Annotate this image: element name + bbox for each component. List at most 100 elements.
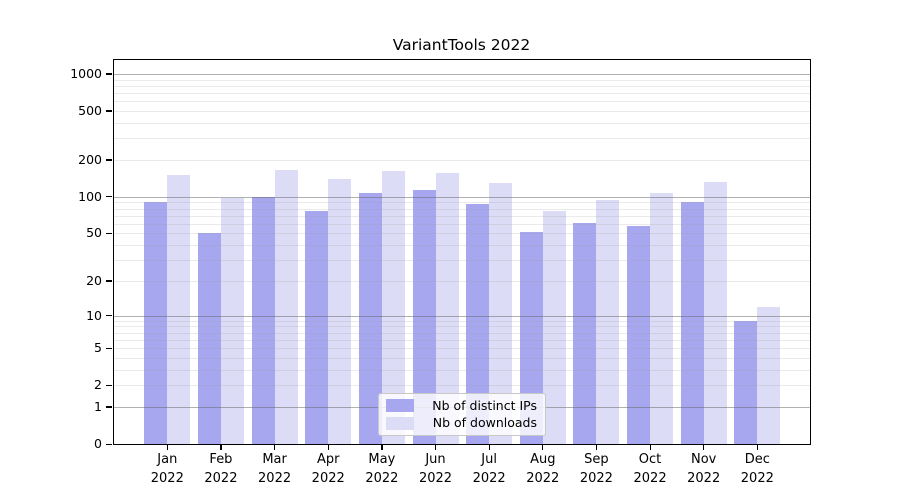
- y-tick-label: 50: [86, 225, 102, 241]
- y-gridline-minor: [114, 385, 810, 387]
- y-gridline-major: [114, 196, 810, 198]
- bar-distinct-ips: [466, 203, 490, 444]
- x-tick-label: Aug 2022: [526, 452, 560, 486]
- y-tick-label: 5: [94, 340, 102, 355]
- y-tick: [106, 232, 112, 235]
- x-tick-label: Jul 2022: [472, 452, 506, 486]
- bar-downloads: [650, 193, 674, 444]
- y-tick-label: 0: [94, 436, 102, 451]
- x-tick-label: Dec 2022: [740, 452, 774, 486]
- x-tick-label: Jan 2022: [150, 452, 184, 486]
- y-gridline-minor: [114, 260, 810, 262]
- bar-distinct-ips: [412, 190, 436, 444]
- x-tick: [542, 445, 544, 450]
- y-tick-label: 10: [86, 307, 102, 323]
- y-gridline-minor: [114, 223, 810, 225]
- bar-distinct-ips: [197, 233, 221, 444]
- legend-swatch-distinct-ips: [386, 399, 414, 413]
- y-gridline-minor: [114, 138, 810, 140]
- bar-downloads: [328, 179, 352, 444]
- chart-title: VariantTools 2022: [392, 36, 531, 54]
- y-gridline-minor: [114, 348, 810, 349]
- bar-downloads: [274, 170, 298, 444]
- y-gridline-minor: [114, 159, 810, 161]
- y-gridline-minor: [114, 332, 810, 334]
- y-gridline-minor: [114, 92, 810, 94]
- legend: Nb of distinct IPs Nb of downloads: [378, 393, 546, 436]
- y-gridline-minor: [114, 339, 810, 341]
- x-tick-label: Nov 2022: [687, 452, 721, 486]
- bar-distinct-ips: [358, 193, 382, 444]
- bar-downloads: [381, 171, 405, 444]
- x-tick: [756, 445, 759, 450]
- y-tick-label: 1: [94, 398, 102, 414]
- bar-distinct-ips: [144, 202, 168, 444]
- x-tick: [435, 445, 437, 450]
- y-tick-label: 1000: [70, 65, 102, 81]
- y-gridline-minor: [114, 79, 810, 81]
- x-tick: [274, 445, 276, 450]
- bar-distinct-ips: [519, 232, 543, 444]
- x-tick-label: Mar 2022: [258, 452, 292, 486]
- bar-distinct-ips: [573, 222, 597, 444]
- x-tick: [488, 445, 490, 450]
- x-tick: [703, 445, 705, 450]
- bar-downloads: [167, 174, 191, 444]
- y-tick-label: 100: [78, 188, 102, 204]
- legend-label-distinct-ips: Nb of distinct IPs: [432, 397, 537, 413]
- x-tick-label: Oct 2022: [633, 452, 667, 486]
- x-tick-label: Feb 2022: [204, 452, 238, 486]
- bar-distinct-ips: [251, 196, 275, 444]
- bar-downloads: [435, 173, 459, 444]
- y-gridline-minor: [114, 110, 810, 112]
- y-gridline-major: [114, 73, 810, 75]
- y-gridline-minor: [114, 208, 810, 210]
- x-tick: [381, 445, 383, 450]
- y-tick-label: 2: [94, 377, 102, 393]
- y-gridline-minor: [114, 245, 810, 247]
- y-tick: [106, 406, 112, 408]
- y-gridline-major: [114, 315, 810, 317]
- bar-downloads: [542, 211, 566, 444]
- y-tick-label: 20: [86, 272, 102, 288]
- y-gridline-minor: [114, 202, 810, 204]
- y-tick: [106, 73, 112, 75]
- bar-downloads: [220, 197, 244, 444]
- y-tick: [106, 110, 112, 112]
- y-gridline-minor: [114, 357, 810, 359]
- legend-item-distinct-ips: Nb of distinct IPs: [386, 397, 537, 413]
- bar-downloads: [757, 306, 781, 444]
- y-gridline-minor: [114, 122, 810, 124]
- y-tick: [106, 443, 112, 445]
- bar-downloads: [596, 200, 620, 444]
- y-tick: [106, 280, 112, 282]
- y-gridline-minor: [114, 320, 810, 322]
- x-tick-label: Sep 2022: [579, 452, 613, 486]
- y-gridline-minor: [114, 101, 810, 103]
- bar-distinct-ips: [305, 211, 329, 444]
- bar-distinct-ips: [680, 201, 704, 444]
- y-tick: [106, 159, 112, 161]
- x-tick-label: Jun 2022: [418, 452, 453, 486]
- bar-downloads: [703, 181, 727, 444]
- x-tick: [649, 445, 651, 450]
- x-tick-label: May 2022: [365, 452, 399, 486]
- x-tick: [220, 445, 222, 450]
- legend-item-downloads: Nb of downloads: [386, 416, 537, 430]
- y-tick: [106, 315, 112, 317]
- bar-distinct-ips: [627, 226, 651, 444]
- y-gridline-minor: [114, 369, 810, 371]
- y-gridline-minor: [114, 85, 810, 87]
- y-gridline-minor: [114, 233, 810, 235]
- y-tick-label: 200: [78, 151, 102, 167]
- x-tick: [327, 445, 329, 450]
- legend-swatch-downloads: [386, 416, 414, 430]
- y-tick-label: 500: [78, 102, 102, 118]
- bar-downloads: [489, 183, 513, 444]
- y-gridline-minor: [114, 326, 810, 328]
- legend-label-downloads: Nb of downloads: [432, 415, 537, 431]
- x-tick-label: Apr 2022: [311, 452, 345, 486]
- y-tick: [106, 347, 112, 349]
- x-tick: [595, 445, 598, 450]
